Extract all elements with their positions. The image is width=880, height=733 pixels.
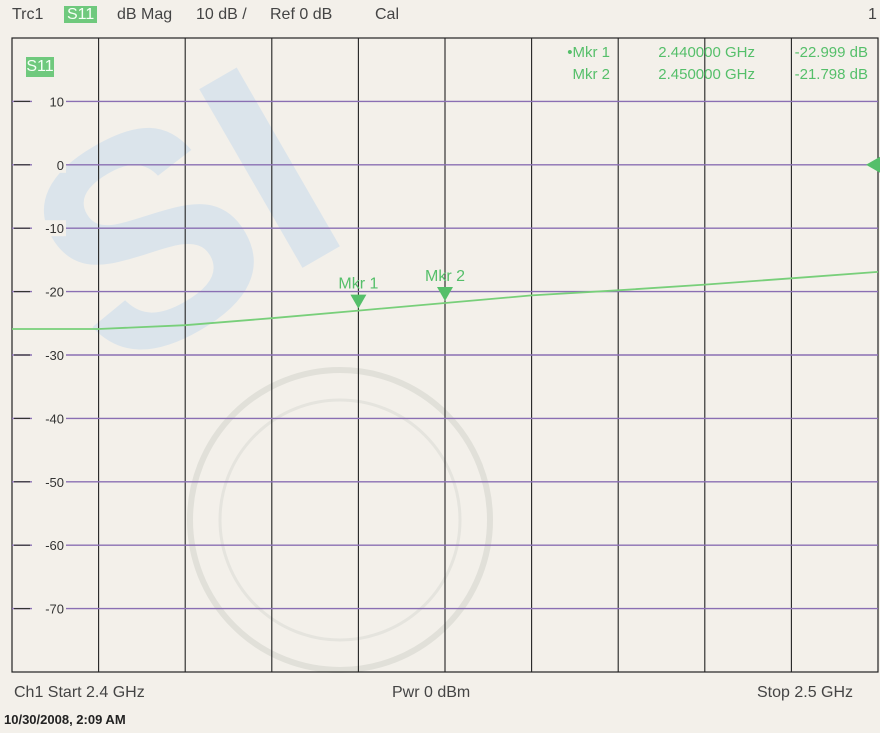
stop-frequency[interactable]: Stop 2.5 GHz [757,684,854,701]
trace-param: S11 [64,6,98,23]
y-tick-label-bg [32,347,66,363]
trace-ref[interactable]: Ref 0 dB [270,6,333,23]
y-tick-label-bg [32,600,66,617]
y-tick-label: -50 [45,475,64,490]
y-tick-label-bg [32,410,66,427]
marker-legend-2-freq: 2.450000 GHz [658,66,755,83]
marker-legend-2-value: -21.798 dB [795,66,868,83]
y-tick-label: -40 [45,411,64,426]
trace-scale[interactable]: 10 dB / [196,6,247,23]
marker-1-tag: Mkr 1 [338,276,378,293]
y-tick-label: -70 [45,602,64,617]
y-tick-label-bg [32,156,66,173]
trace-param-chip[interactable]: S11 [64,6,98,24]
trace-label-badge[interactable]: S11 [26,57,54,77]
marker-legend-2-label: Mkr 2 [573,66,611,83]
cal-status: Cal [375,6,400,23]
reference-level-arrow [866,156,880,173]
y-tick-label: -20 [45,285,64,300]
marker-legend-1-freq: 2.440000 GHz [658,44,755,61]
trace-line-1 [12,271,879,330]
marker-legend-1-label: •Mkr 1 [567,44,610,61]
marker-legend-1-value: -22.999 dB [795,44,868,61]
y-tick-label-bg [32,473,66,490]
y-tick-label: 0 [57,158,64,173]
marker-2-tag: Mkr 2 [425,268,465,285]
y-tick-label: 10 [50,94,64,109]
channel-index: 1 [868,6,877,23]
marker-1-triangle [350,294,367,309]
y-tick-label-bg [32,283,66,300]
y-tick-label-bg [32,220,66,237]
source-power[interactable]: Pwr 0 dBm [392,684,471,701]
start-frequency[interactable]: Ch1 Start 2.4 GHz [14,684,145,701]
y-tick-label-bg [32,93,66,110]
y-tick-label: -60 [45,538,64,553]
y-tick-label-bg [32,537,66,554]
trace-format[interactable]: dB Mag [117,6,173,23]
y-tick-label: -30 [45,348,64,363]
timestamp: 10/30/2008, 2:09 AM [4,712,126,727]
marker-2-triangle [437,286,453,301]
y-tick-label: -10 [45,221,64,236]
trace-name[interactable]: Trc1 [12,6,44,23]
